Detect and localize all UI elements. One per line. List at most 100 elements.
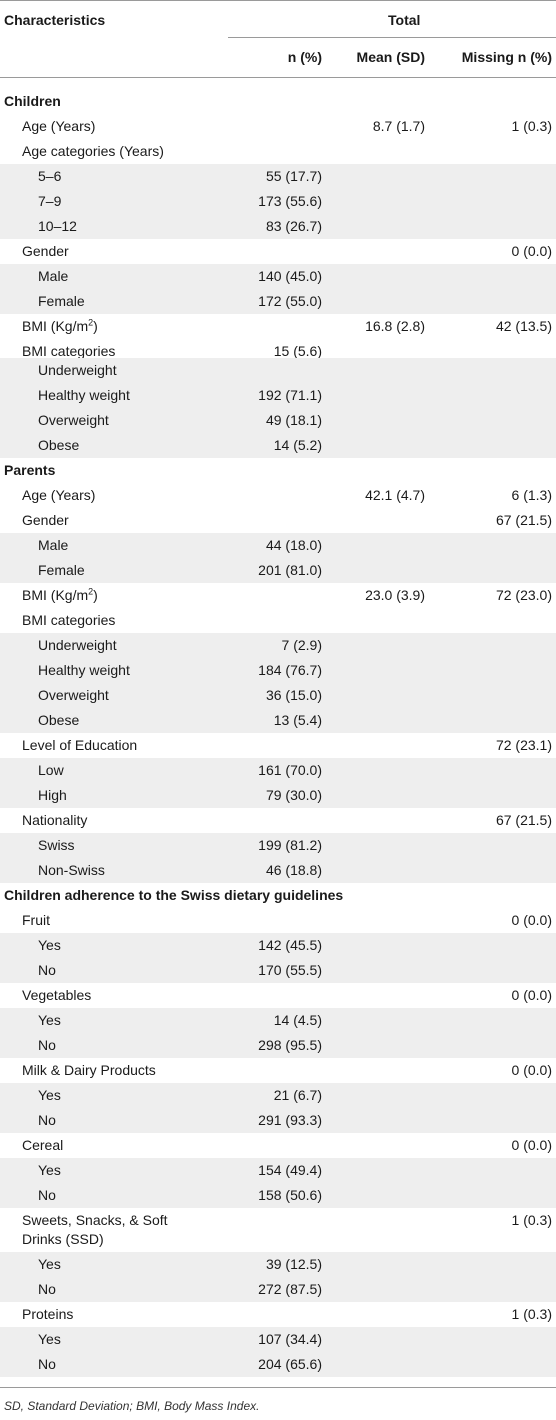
- missing-cell: 0 (0.0): [511, 912, 552, 928]
- n-percent-cell: 14 (4.5): [273, 1012, 322, 1028]
- n-percent-cell: 192 (71.1): [258, 387, 322, 403]
- table-row: Age (Years) 42.1 (4.7) 6 (1.3): [0, 483, 556, 508]
- section-title: Children adherence to the Swiss dietary …: [4, 887, 344, 903]
- n-percent-cell: 199 (81.2): [258, 837, 322, 853]
- row-label-text: Vegetables: [22, 987, 92, 1003]
- table-row: Low 161 (70.0): [0, 758, 556, 783]
- table-row: Male 140 (45.0): [0, 264, 556, 289]
- n-percent-cell: 79 (30.0): [265, 787, 322, 803]
- table-row: Non-Swiss 46 (18.8): [0, 858, 556, 883]
- row-label: 7–9: [0, 189, 61, 214]
- row-label: Yes: [0, 1252, 61, 1277]
- table-row: Underweight: [0, 358, 556, 383]
- row-label: Age (Years): [0, 114, 95, 139]
- row-label: Underweight: [38, 362, 117, 378]
- row-label-end: ): [93, 587, 98, 603]
- table-row: No 298 (95.5): [0, 1033, 556, 1058]
- section-header-row: Children adherence to the Swiss dietary …: [0, 883, 556, 908]
- row-label-text: Obese: [38, 437, 80, 453]
- table-row: Vegetables 0 (0.0): [0, 983, 556, 1008]
- mean-sd-cell: 23.0 (3.9): [365, 587, 425, 603]
- table-row: 10–12 83 (26.7): [0, 214, 556, 239]
- row-label: Age (Years): [0, 483, 95, 508]
- table-row: Yes 107 (34.4): [0, 1327, 556, 1352]
- n-percent-cell: 107 (34.4): [258, 1331, 322, 1347]
- row-label: No: [0, 958, 56, 983]
- table-row: Yes 14 (4.5): [0, 1008, 556, 1033]
- row-label: 5–6: [0, 164, 61, 189]
- row-label: Proteins: [0, 1302, 73, 1327]
- table-row: BMI (Kg/m2) 16.8 (2.8) 42 (13.5): [0, 314, 556, 339]
- row-label-text: No: [38, 962, 56, 978]
- missing-cell: 1 (0.3): [511, 1212, 552, 1228]
- n-percent-cell: 142 (45.5): [258, 937, 322, 953]
- table-row: Obese 14 (5.2): [0, 433, 556, 458]
- row-label-text: Age (Years): [22, 487, 96, 503]
- row-label-text: Proteins: [22, 1306, 74, 1322]
- n-percent-cell: 55 (17.7): [265, 168, 322, 184]
- n-percent-cell: 201 (81.0): [258, 562, 322, 578]
- total-underline: [228, 37, 556, 38]
- row-label-text: Milk & Dairy Products: [22, 1062, 156, 1078]
- row-label: BMI categories: [0, 339, 115, 364]
- table-row: Gender 0 (0.0): [0, 239, 556, 264]
- n-percent-cell: 158 (50.6): [258, 1187, 322, 1203]
- missing-header: Missing n (%): [461, 49, 552, 65]
- table-row: High 79 (30.0): [0, 783, 556, 808]
- missing-cell: 72 (23.1): [495, 737, 552, 753]
- section-header-row: Parents: [0, 458, 556, 483]
- row-label: No: [0, 1033, 56, 1058]
- row-label-end: ): [93, 318, 98, 334]
- row-label-text: Age (Years): [22, 118, 96, 134]
- table-row: Gender 67 (21.5): [0, 508, 556, 533]
- row-label: BMI categories: [0, 608, 115, 633]
- table-row: Healthy weight 184 (76.7): [0, 658, 556, 683]
- n-percent-cell: 13 (5.4): [273, 712, 322, 728]
- row-label-text: Level of Education: [22, 737, 138, 753]
- table-row: Healthy weight 192 (71.1): [0, 383, 556, 408]
- row-label: Milk & Dairy Products: [0, 1058, 156, 1083]
- row-label: Obese: [0, 708, 79, 733]
- row-label: Nationality: [0, 808, 87, 833]
- n-percent-cell: 173 (55.6): [258, 193, 322, 209]
- row-label: No: [0, 1352, 56, 1377]
- row-label-text: Female: [38, 562, 85, 578]
- n-percent-cell: 46 (18.8): [265, 862, 322, 878]
- mean-sd-header: Mean (SD): [356, 49, 425, 65]
- row-label: Level of Education: [0, 733, 137, 758]
- characteristics-header: Characteristics: [4, 12, 106, 28]
- superscript: 2: [88, 586, 94, 597]
- section-header-row: Children: [0, 89, 556, 114]
- table-row: BMI categories 15 (5.6): [0, 339, 556, 359]
- row-label-text: Age categories (Years): [22, 143, 164, 159]
- row-label: High: [0, 783, 67, 808]
- row-label-text: Healthy weight: [38, 662, 130, 678]
- row-label-text: Underweight: [38, 637, 117, 653]
- row-label-continued: Drinks (SSD): [22, 1231, 104, 1247]
- n-percent-cell: 272 (87.5): [258, 1281, 322, 1297]
- table-footnote: SD, Standard Deviation; BMI, Body Mass I…: [4, 1399, 260, 1413]
- n-percent-cell: 39 (12.5): [265, 1256, 322, 1272]
- row-label-text: 7–9: [38, 193, 62, 209]
- mean-sd-cell: 16.8 (2.8): [365, 318, 425, 334]
- table-row: Female 172 (55.0): [0, 289, 556, 314]
- row-label: BMI (Kg/m2): [0, 314, 98, 339]
- row-label: Low: [0, 758, 64, 783]
- row-label: BMI (Kg/m2): [0, 583, 98, 608]
- table-row: Nationality 67 (21.5): [0, 808, 556, 833]
- row-label-text: BMI categories: [22, 343, 116, 359]
- row-label-text: Low: [38, 762, 64, 778]
- missing-cell: 0 (0.0): [511, 987, 552, 1003]
- row-label: Non-Swiss: [0, 858, 105, 883]
- row-label: Cereal: [0, 1133, 63, 1158]
- row-label-text: Male: [38, 268, 69, 284]
- n-percent-cell: 44 (18.0): [265, 537, 322, 553]
- row-label-text: No: [38, 1281, 56, 1297]
- mean-sd-cell: 42.1 (4.7): [365, 487, 425, 503]
- table-row: No 158 (50.6): [0, 1183, 556, 1208]
- n-percent-cell: 161 (70.0): [258, 762, 322, 778]
- row-label-text: Gender: [22, 512, 69, 528]
- row-label-text: Yes: [38, 1012, 61, 1028]
- row-label: Overweight: [0, 683, 109, 708]
- row-label-text: BMI (Kg/m: [22, 318, 89, 334]
